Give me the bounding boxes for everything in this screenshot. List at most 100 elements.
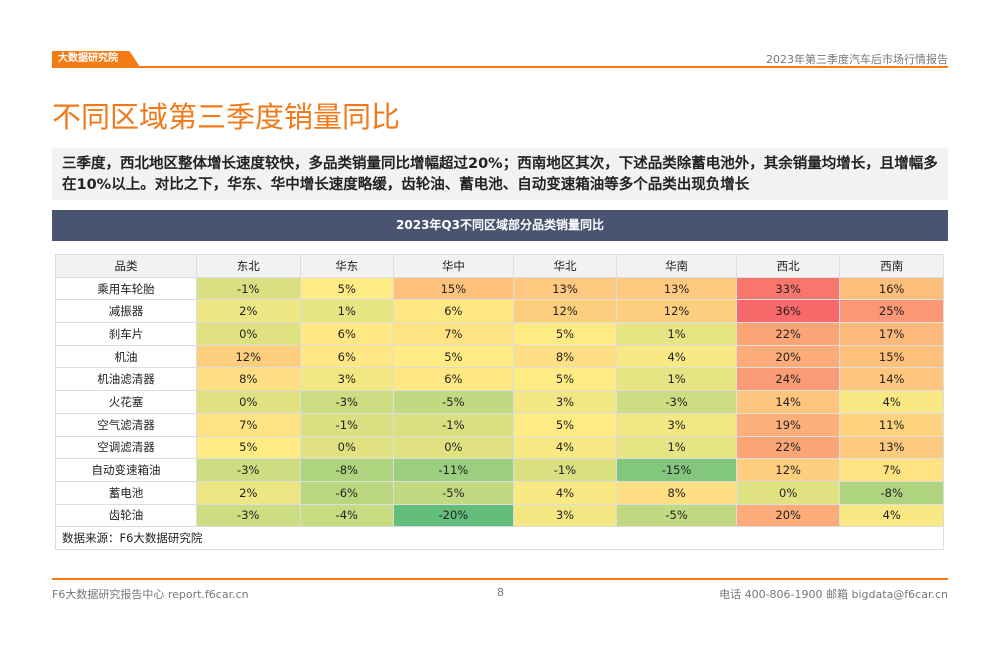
value-cell: -15% — [616, 458, 737, 482]
table-row: 乘用车轮胎 -1% 5% 15% 13% 13% 33% 16% — [55, 276, 944, 301]
value-cell: 4% — [839, 390, 944, 414]
page-title: 不同区域第三季度销量同比 — [52, 100, 401, 134]
table-row: 齿轮油 -3% -4% -20% 3% -5% 20% 4% — [55, 503, 944, 528]
value-cell: -3% — [196, 503, 301, 528]
value-cell: 3% — [512, 503, 618, 528]
value-cell: 12% — [196, 344, 301, 369]
category-cell: 自动变速箱油 — [55, 458, 197, 482]
value-cell: 0% — [735, 480, 841, 505]
value-cell: 4% — [512, 435, 618, 460]
value-cell: 2% — [196, 299, 301, 324]
category-cell: 空气滤清器 — [55, 412, 197, 437]
value-cell: 1% — [299, 299, 395, 324]
column-header: 华中 — [393, 254, 514, 278]
value-cell: 7% — [839, 458, 944, 482]
logo: 大数据研究院 — [52, 51, 140, 67]
category-cell: 乘用车轮胎 — [55, 276, 197, 301]
value-cell: 13% — [512, 276, 618, 301]
table-row: 空调滤清器 5% 0% 0% 4% 1% 22% 13% — [55, 435, 944, 460]
value-cell: 1% — [616, 367, 737, 392]
value-cell: -1% — [512, 458, 618, 482]
value-cell: -1% — [393, 412, 514, 437]
value-cell: 5% — [196, 435, 301, 460]
value-cell: 12% — [735, 458, 841, 482]
value-cell: 15% — [393, 276, 514, 301]
value-cell: -4% — [299, 503, 395, 528]
column-header: 西南 — [839, 254, 944, 278]
value-cell: -3% — [196, 458, 301, 482]
value-cell: 14% — [839, 367, 944, 392]
value-cell: 8% — [512, 344, 618, 369]
column-header: 西北 — [735, 254, 841, 278]
value-cell: 11% — [839, 412, 944, 437]
table-row: 蓄电池 2% -6% -5% 4% 8% 0% -8% — [55, 480, 944, 505]
value-cell: 7% — [393, 322, 514, 346]
category-cell: 蓄电池 — [55, 480, 197, 505]
column-header: 品类 — [55, 254, 197, 278]
value-cell: 12% — [512, 299, 618, 324]
value-cell: -8% — [839, 480, 944, 505]
value-cell: 5% — [393, 344, 514, 369]
value-cell: -5% — [393, 390, 514, 414]
footer-divider — [52, 578, 948, 580]
value-cell: 25% — [839, 299, 944, 324]
value-cell: 6% — [393, 299, 514, 324]
summary-text: 三季度，西北地区整体增长速度较快，多品类销量同比增幅超过20%；西南地区其次，下… — [52, 148, 948, 200]
table-row: 机油 12% 6% 5% 8% 4% 20% 15% — [55, 344, 944, 369]
value-cell: 17% — [839, 322, 944, 346]
data-source: 数据来源：F6大数据研究院 — [55, 526, 944, 550]
table-header-row: 品类 东北 华东 华中 华北 华南 西北 西南 — [55, 254, 944, 278]
value-cell: 33% — [735, 276, 841, 301]
value-cell: 8% — [616, 480, 737, 505]
value-cell: 0% — [196, 390, 301, 414]
header-divider — [52, 66, 948, 68]
column-header: 华南 — [616, 254, 737, 278]
value-cell: 13% — [839, 435, 944, 460]
value-cell: -20% — [393, 503, 514, 528]
value-cell: 0% — [299, 435, 395, 460]
value-cell: 12% — [616, 299, 737, 324]
value-cell: 4% — [512, 480, 618, 505]
value-cell: 6% — [393, 367, 514, 392]
report-title: 2023年第三季度汽车后市场行情报告 — [766, 53, 948, 66]
value-cell: 0% — [196, 322, 301, 346]
value-cell: 1% — [616, 322, 737, 346]
value-cell: 1% — [616, 435, 737, 460]
value-cell: -3% — [616, 390, 737, 414]
category-cell: 机油滤清器 — [55, 367, 197, 392]
column-header: 东北 — [196, 254, 301, 278]
value-cell: -5% — [616, 503, 737, 528]
value-cell: 24% — [735, 367, 841, 392]
value-cell: 20% — [735, 503, 841, 528]
value-cell: 13% — [616, 276, 737, 301]
value-cell: 5% — [299, 276, 395, 301]
value-cell: 5% — [512, 367, 618, 392]
value-cell: 3% — [616, 412, 737, 437]
value-cell: 8% — [196, 367, 301, 392]
value-cell: -1% — [299, 412, 395, 437]
value-cell: 6% — [299, 322, 395, 346]
category-cell: 刹车片 — [55, 322, 197, 346]
table-row: 刹车片 0% 6% 7% 5% 1% 22% 17% — [55, 322, 944, 346]
table-row: 自动变速箱油 -3% -8% -11% -1% -15% 12% 7% — [55, 458, 944, 482]
value-cell: 4% — [839, 503, 944, 528]
category-cell: 火花塞 — [55, 390, 197, 414]
category-cell: 减振器 — [55, 299, 197, 324]
value-cell: 3% — [512, 390, 618, 414]
value-cell: 20% — [735, 344, 841, 369]
value-cell: -3% — [299, 390, 395, 414]
value-cell: 2% — [196, 480, 301, 505]
column-header: 华北 — [512, 254, 618, 278]
value-cell: 22% — [735, 322, 841, 346]
table-title: 2023年Q3不同区域部分品类销量同比 — [52, 210, 948, 241]
table-row: 空气滤清器 7% -1% -1% 5% 3% 19% 11% — [55, 412, 944, 437]
value-cell: 3% — [299, 367, 395, 392]
value-cell: 16% — [839, 276, 944, 301]
table-row: 火花塞 0% -3% -5% 3% -3% 14% 4% — [55, 390, 944, 414]
value-cell: 15% — [839, 344, 944, 369]
value-cell: -11% — [393, 458, 514, 482]
heatmap-table: 品类 东北 华东 华中 华北 华南 西北 西南 乘用车轮胎 -1% 5% 15% 13% 13% 33% 1… — [55, 254, 944, 550]
footer-left: F6大数据研究报告中心 report.f6car.cn — [52, 588, 249, 601]
value-cell: 4% — [616, 344, 737, 369]
value-cell: 14% — [735, 390, 841, 414]
